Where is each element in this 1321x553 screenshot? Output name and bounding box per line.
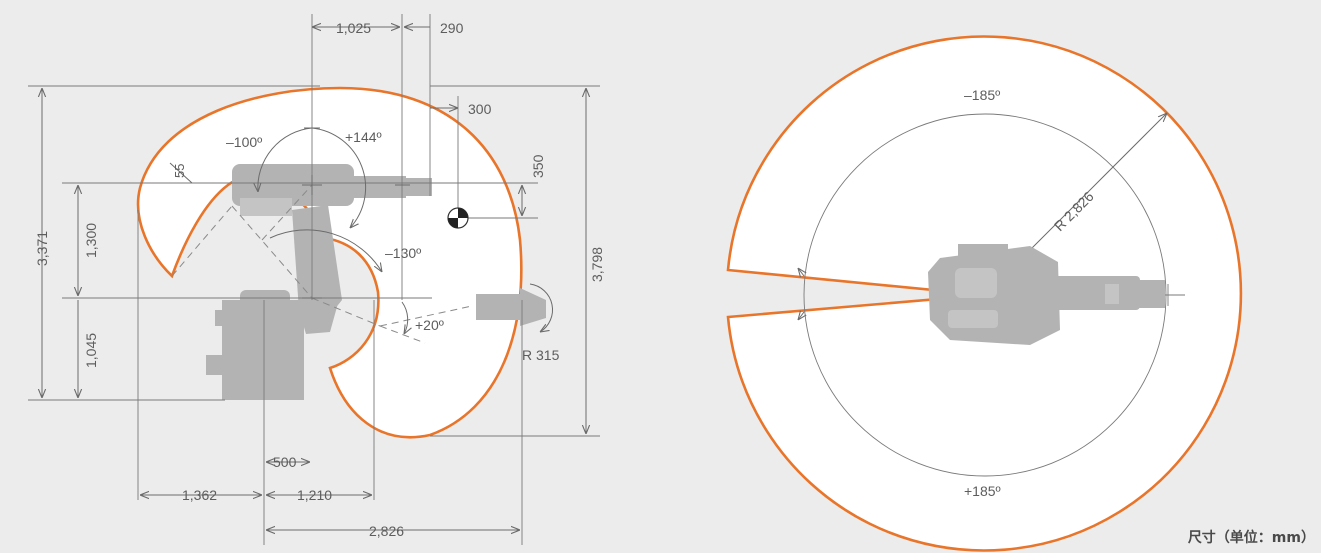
unit-note: 尺寸（单位：mm） bbox=[1187, 530, 1315, 546]
angle-label-neg130: –130º bbox=[385, 245, 421, 261]
angle-label-pos144: +144º bbox=[345, 129, 382, 145]
dim-label-3371: 3,371 bbox=[34, 231, 50, 266]
dim-label-300: 300 bbox=[468, 101, 492, 117]
dim-label-1362: 1,362 bbox=[182, 487, 217, 503]
angle-label-pos185: +185º bbox=[964, 483, 1001, 499]
dim-label-1025: 1,025 bbox=[336, 20, 371, 36]
dim-label-55: 55 bbox=[172, 164, 187, 178]
top-view: –185º +185º R 2,826 bbox=[726, 35, 1243, 552]
dim-label-1300: 1,300 bbox=[83, 223, 99, 258]
angle-label-neg185: –185º bbox=[964, 87, 1000, 103]
dim-label-r315: R 315 bbox=[522, 347, 560, 363]
center-of-gravity-icon bbox=[447, 207, 469, 229]
angle-label-neg100: –100º bbox=[226, 134, 262, 150]
dim-label-2826: 2,826 bbox=[369, 523, 404, 539]
dim-label-500: 500 bbox=[273, 454, 297, 470]
angle-label-pos20: +20º bbox=[415, 317, 444, 333]
top-robot-silhouette bbox=[928, 244, 1165, 345]
dim-label-350: 350 bbox=[530, 154, 546, 178]
dim-label-1210: 1,210 bbox=[297, 487, 332, 503]
dim-label-290: 290 bbox=[440, 20, 464, 36]
dim-label-3798: 3,798 bbox=[589, 247, 605, 282]
side-joint-markers bbox=[302, 127, 410, 299]
dim-label-1045: 1,045 bbox=[83, 333, 99, 368]
side-view: 1,025 290 300 350 55 3,371 1,300 1,045 3… bbox=[28, 14, 605, 545]
